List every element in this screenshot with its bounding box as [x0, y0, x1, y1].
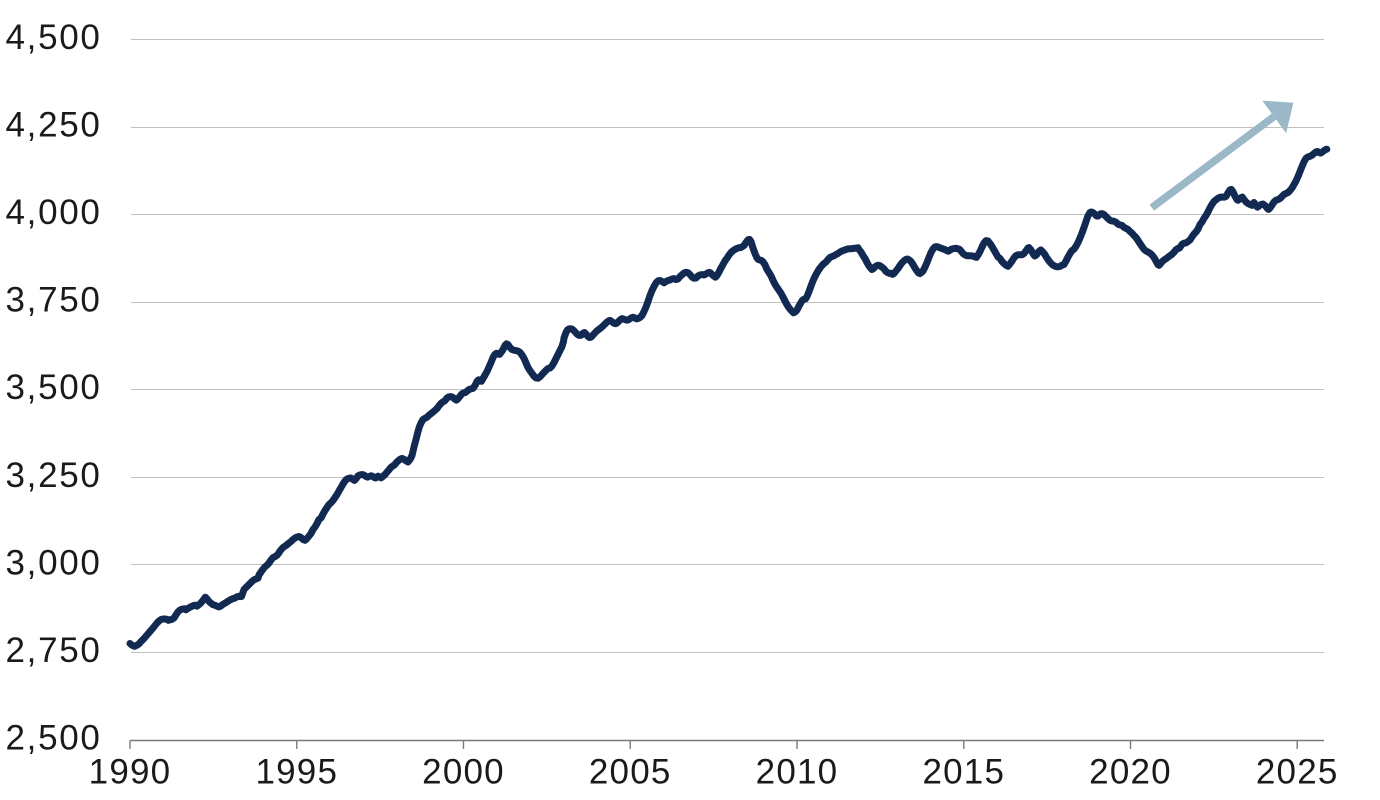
svg-text:3,000: 3,000	[6, 543, 102, 582]
svg-text:1995: 1995	[255, 753, 338, 792]
svg-text:2,500: 2,500	[6, 719, 102, 758]
svg-text:2000: 2000	[422, 753, 505, 792]
svg-text:4,500: 4,500	[6, 18, 102, 57]
svg-text:2010: 2010	[756, 753, 839, 792]
svg-text:3,750: 3,750	[6, 281, 102, 320]
svg-text:2015: 2015	[922, 753, 1005, 792]
svg-text:4,250: 4,250	[6, 105, 102, 144]
svg-text:2020: 2020	[1089, 753, 1172, 792]
svg-text:3,250: 3,250	[6, 456, 102, 495]
svg-text:4,000: 4,000	[6, 193, 102, 232]
svg-text:1990: 1990	[89, 753, 172, 792]
svg-text:2025: 2025	[1256, 753, 1339, 792]
svg-text:3,500: 3,500	[6, 368, 102, 407]
svg-text:2005: 2005	[589, 753, 672, 792]
svg-text:2,750: 2,750	[6, 631, 102, 670]
